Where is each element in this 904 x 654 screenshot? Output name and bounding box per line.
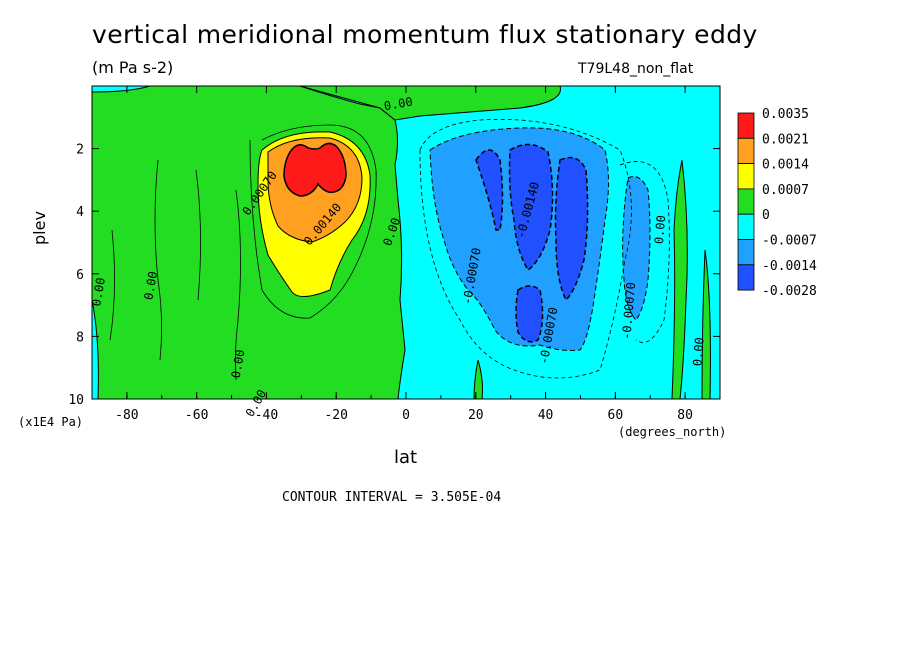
region-pos-east3 [473, 359, 483, 399]
y-tick-label: 6 [76, 268, 84, 283]
colorbar-label: 0.0007 [762, 183, 809, 198]
x-tick-label: 40 [538, 408, 554, 423]
x-axis-ticks: -80 -60 -40 -20 0 20 40 60 80 [91, 86, 721, 423]
colorbar-label: 0 [762, 208, 770, 223]
x-axis-label: lat [394, 447, 418, 468]
region-pos-east1 [671, 159, 688, 399]
x-tick-label: -80 [115, 408, 138, 423]
y-axis-ticks: 2 4 6 8 10 [68, 143, 720, 408]
y-tick-label: 2 [76, 143, 84, 158]
contour-label: 0.00 [229, 348, 248, 379]
experiment-label: T79L48_non_flat [578, 61, 694, 77]
region-pos-max [283, 142, 347, 197]
colorbar-label: 0.0035 [762, 107, 809, 122]
contour-label: -0.00070 [619, 282, 638, 341]
x-axis-units: (degrees_north) [618, 425, 727, 439]
contour-label: 0.00 [383, 95, 414, 114]
colorbar-swatch [737, 213, 755, 240]
contour-label: 0.00 [141, 270, 160, 301]
contour-lines-east [419, 119, 670, 379]
chart-units: (m Pa s-2) [92, 58, 174, 77]
colorbar-swatch [737, 163, 755, 190]
filled-contours [92, 86, 720, 399]
y-tick-label: 10 [68, 393, 84, 408]
region-neg-strong4 [515, 285, 544, 343]
colorbar-label: -0.0014 [762, 259, 817, 274]
chart-title: vertical meridional momentum flux statio… [92, 20, 758, 49]
region-pos-top [299, 86, 561, 121]
x-tick-label: 60 [608, 408, 624, 423]
contour-lines-west [109, 124, 377, 381]
colorbar-label: 0.0021 [762, 132, 809, 147]
colorbar-swatch [737, 239, 755, 266]
colorbar: 0.0035 0.0021 0.0014 0.0007 0 -0.0007 -0.0014 -… [737, 107, 817, 299]
region-neg-mid2 [622, 176, 651, 321]
region-pos-east2 [701, 249, 711, 399]
x-tick-label: -20 [324, 408, 347, 423]
y-tick-label: 4 [76, 205, 84, 220]
contour-label: 0.00 [89, 276, 108, 307]
y-axis-units: (x1E4 Pa) [18, 415, 84, 429]
colorbar-swatch [737, 188, 755, 215]
y-tick-label: 8 [76, 330, 84, 345]
colorbar-swatch [737, 112, 755, 139]
contour-interval: CONTOUR INTERVAL = 3.505E-04 [282, 490, 502, 505]
region-neg-strong [475, 149, 504, 231]
colorbar-label: -0.0007 [762, 234, 817, 249]
colorbar-label: -0.0028 [762, 284, 817, 299]
contour-label: 0.00 [690, 337, 706, 367]
contour-label: 0.00 [652, 215, 668, 245]
colorbar-label: 0.0014 [762, 158, 809, 173]
x-tick-label: 20 [468, 408, 484, 423]
x-tick-label: 80 [677, 408, 693, 423]
colorbar-swatch [737, 137, 755, 165]
x-tick-label: -60 [185, 408, 208, 423]
region-neg-strong3 [554, 156, 589, 302]
x-tick-label: -40 [255, 408, 278, 423]
x-tick-label: 0 [402, 408, 410, 423]
colorbar-swatch [737, 264, 755, 291]
region-neg-strong2 [508, 143, 554, 272]
